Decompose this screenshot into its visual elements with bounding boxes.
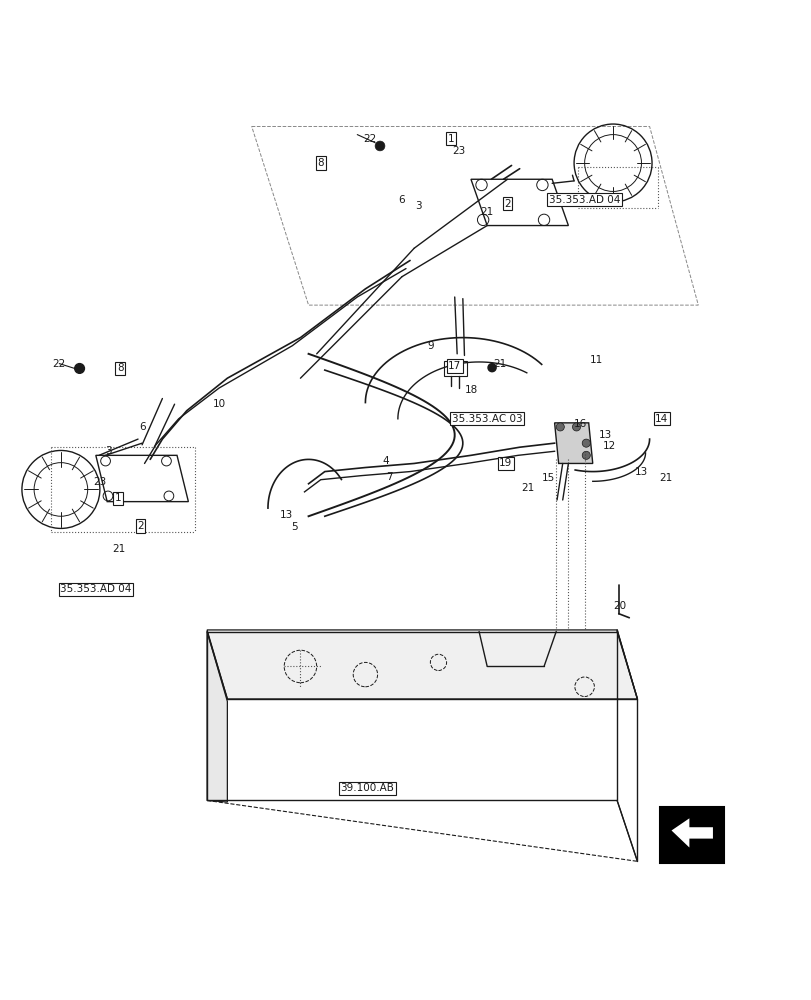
Text: 8: 8 xyxy=(117,363,123,373)
Text: 23: 23 xyxy=(452,146,465,156)
Text: 18: 18 xyxy=(464,385,477,395)
Circle shape xyxy=(572,423,580,431)
Text: 23: 23 xyxy=(93,477,106,487)
Circle shape xyxy=(581,451,590,459)
Text: 7: 7 xyxy=(386,472,393,482)
Text: 21: 21 xyxy=(521,483,534,493)
Polygon shape xyxy=(207,630,637,699)
Text: 22: 22 xyxy=(53,359,66,369)
Polygon shape xyxy=(207,632,227,802)
Text: 21: 21 xyxy=(480,207,493,217)
Text: 20: 20 xyxy=(612,601,625,611)
Bar xyxy=(661,809,722,861)
Text: 4: 4 xyxy=(382,456,388,466)
Text: 12: 12 xyxy=(602,441,615,451)
Text: 35.353.AD 04: 35.353.AD 04 xyxy=(60,584,131,594)
Circle shape xyxy=(556,423,564,431)
Text: 13: 13 xyxy=(634,467,647,477)
Text: 16: 16 xyxy=(573,419,586,429)
Bar xyxy=(444,361,466,376)
Bar xyxy=(659,807,723,863)
Text: 11: 11 xyxy=(590,355,603,365)
Text: 13: 13 xyxy=(598,430,611,440)
Circle shape xyxy=(375,141,384,151)
Text: 19: 19 xyxy=(499,458,512,468)
Bar xyxy=(661,809,722,861)
Text: 6: 6 xyxy=(139,422,145,432)
Circle shape xyxy=(487,364,496,372)
Text: 35.353.AD 04: 35.353.AD 04 xyxy=(548,195,620,205)
Text: 3: 3 xyxy=(105,446,111,456)
Text: 22: 22 xyxy=(363,134,375,144)
Text: 21: 21 xyxy=(659,473,672,483)
Circle shape xyxy=(75,364,84,373)
Text: 5: 5 xyxy=(291,522,298,532)
Text: 2: 2 xyxy=(504,199,510,209)
Text: 39.100.AB: 39.100.AB xyxy=(340,783,393,793)
Text: 6: 6 xyxy=(398,195,405,205)
Text: 13: 13 xyxy=(280,510,293,520)
Text: 3: 3 xyxy=(414,201,421,211)
Text: 1: 1 xyxy=(114,493,121,503)
Polygon shape xyxy=(554,423,592,463)
Text: 21: 21 xyxy=(492,359,505,369)
Text: 21: 21 xyxy=(113,544,126,554)
Text: 8: 8 xyxy=(317,158,324,168)
Polygon shape xyxy=(671,818,712,848)
Text: 15: 15 xyxy=(541,473,554,483)
Text: 17: 17 xyxy=(448,361,461,371)
Text: 35.353.AC 03: 35.353.AC 03 xyxy=(452,414,521,424)
Text: 10: 10 xyxy=(212,399,225,409)
Text: 2: 2 xyxy=(137,521,144,531)
Bar xyxy=(661,843,722,861)
Text: 14: 14 xyxy=(654,414,667,424)
Polygon shape xyxy=(669,817,714,849)
Text: 1: 1 xyxy=(447,134,453,144)
Circle shape xyxy=(581,439,590,447)
Text: 9: 9 xyxy=(427,341,433,351)
